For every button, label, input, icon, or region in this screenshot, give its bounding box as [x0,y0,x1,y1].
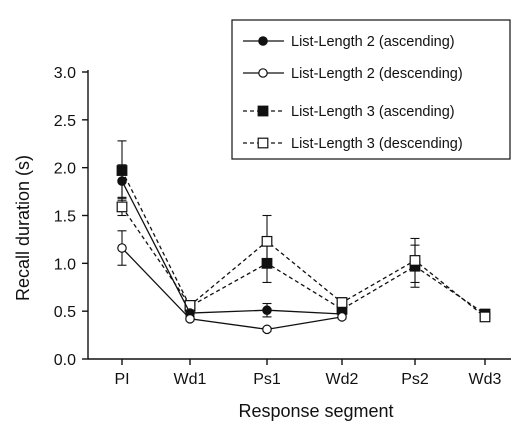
series-line [121,247,343,331]
legend-box [231,19,511,160]
series-3 [116,140,491,320]
y-tick-label: 3.0 [54,65,76,82]
y-tick-label: 1.5 [54,209,76,226]
y-tick-label: 2.5 [54,113,76,130]
series-line [121,180,343,315]
x-tick-label: Wd1 [174,371,207,388]
data-point [262,305,272,316]
data-point [409,255,421,266]
y-axis-title: Recall duration (s) [13,155,33,301]
data-point [116,201,128,213]
series-line [121,206,486,318]
data-point [185,314,195,324]
legend-label: List-Length 3 (ascending) [291,104,455,120]
series-line [121,170,486,315]
x-tick-label: Ps1 [253,371,281,388]
series-2 [117,230,347,335]
data-point [262,324,272,335]
series-layer [116,140,491,335]
x-axis-title: Response segment [238,401,393,421]
y-tick-label: 1.0 [54,256,76,273]
x-tick-label: Wd3 [469,371,502,388]
legend-label: List-Length 3 (descending) [291,136,463,152]
data-point [336,297,348,308]
y-tick-label: 2.0 [54,161,76,178]
series-1 [117,164,347,319]
axes: 0.0 0.5 1.0 1.5 2.0 2.5 3.0 PI Wd1 Ps1 Wd2 Ps2 Wd3 [54,65,511,388]
x-tick-label: Wd2 [326,371,359,388]
legend-marker [258,68,268,78]
legend-marker [258,36,268,46]
data-point [117,243,127,253]
data-point [117,176,127,186]
y-tick-label: 0.0 [54,352,76,369]
legend-label: List-Length 2 (ascending) [291,34,455,50]
data-point [261,235,273,247]
data-point [337,312,347,322]
x-tick-label: PI [114,371,129,388]
legend-marker [257,137,269,149]
legend: List-Length 2 (ascending) List-Length 2 (… [231,19,511,160]
series-4 [116,197,491,323]
x-tick-label: Ps2 [401,371,429,388]
legend-label: List-Length 2 (descending) [291,66,463,82]
data-point [479,311,491,323]
legend-marker [257,105,269,117]
y-tick-label: 0.5 [54,304,76,321]
